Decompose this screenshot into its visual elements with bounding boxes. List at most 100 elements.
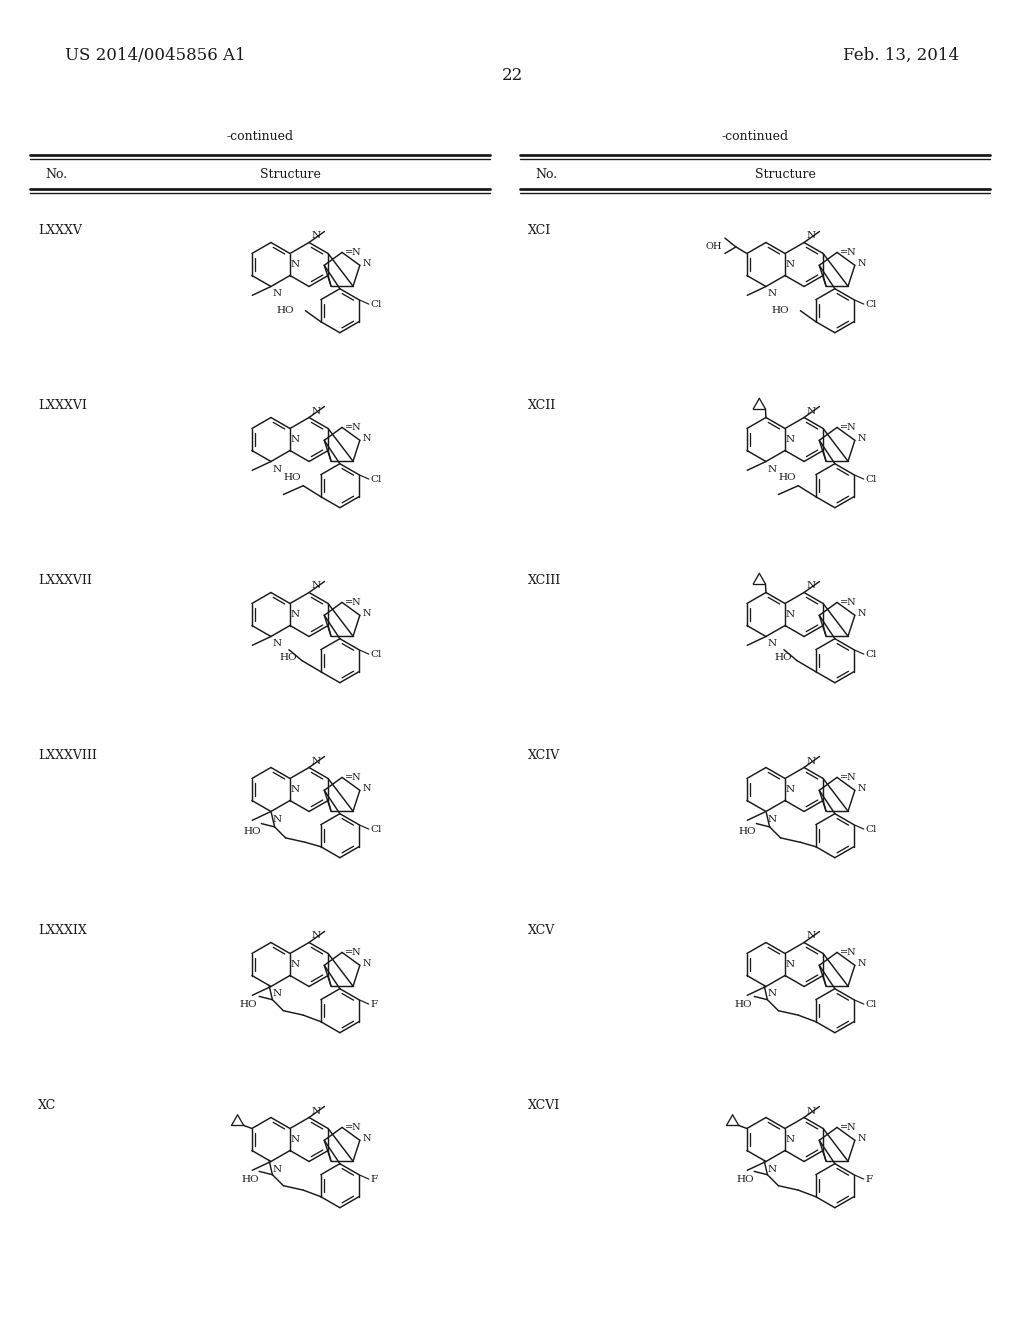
Text: N: N (786, 436, 795, 444)
Text: N: N (291, 610, 300, 619)
Text: HO: HO (736, 1175, 755, 1184)
Text: N: N (273, 1164, 282, 1173)
Text: N: N (786, 1135, 795, 1144)
Text: HO: HO (276, 306, 295, 315)
Text: =N: =N (840, 948, 857, 957)
Text: XCVI: XCVI (528, 1100, 560, 1111)
Text: N: N (291, 1135, 300, 1144)
Text: XCIII: XCIII (528, 574, 561, 587)
Text: HO: HO (738, 826, 757, 836)
Text: =N: =N (840, 422, 857, 432)
Text: HO: HO (778, 474, 796, 483)
Text: N: N (273, 639, 282, 648)
Text: HO: HO (244, 826, 261, 836)
Text: N: N (806, 1106, 815, 1115)
Text: N: N (768, 465, 777, 474)
Text: Cl: Cl (866, 999, 878, 1008)
Text: HO: HO (240, 999, 257, 1008)
Text: =N: =N (345, 248, 361, 257)
Text: N: N (362, 434, 372, 442)
Text: LXXXVIII: LXXXVIII (38, 748, 97, 762)
Text: Cl: Cl (866, 649, 878, 659)
Text: =N: =N (345, 948, 361, 957)
Text: N: N (273, 465, 282, 474)
Text: N: N (362, 958, 372, 968)
Text: N: N (273, 990, 282, 998)
Text: LXXXV: LXXXV (38, 224, 82, 238)
Text: LXXXVII: LXXXVII (38, 574, 92, 587)
Text: =N: =N (840, 1123, 857, 1133)
Text: N: N (311, 932, 321, 940)
Text: HO: HO (284, 474, 301, 483)
Text: No.: No. (535, 169, 557, 181)
Text: HO: HO (774, 653, 792, 661)
Text: =N: =N (840, 774, 857, 781)
Text: =N: =N (345, 598, 361, 607)
Text: N: N (786, 785, 795, 795)
Text: N: N (806, 582, 815, 590)
Text: =N: =N (345, 422, 361, 432)
Text: N: N (768, 289, 777, 298)
Text: OH: OH (706, 243, 722, 251)
Text: N: N (291, 436, 300, 444)
Text: N: N (858, 958, 866, 968)
Text: N: N (311, 231, 321, 240)
Text: N: N (291, 260, 300, 269)
Text: =N: =N (840, 248, 857, 257)
Text: N: N (311, 1106, 321, 1115)
Text: XCIV: XCIV (528, 748, 560, 762)
Text: 22: 22 (502, 66, 522, 83)
Text: N: N (858, 784, 866, 793)
Text: Cl: Cl (866, 825, 878, 834)
Text: XCI: XCI (528, 224, 551, 238)
Text: N: N (858, 434, 866, 442)
Text: -continued: -continued (226, 131, 294, 144)
Text: =N: =N (840, 598, 857, 607)
Text: HO: HO (772, 306, 790, 315)
Text: LXXXIX: LXXXIX (38, 924, 87, 937)
Text: LXXXVI: LXXXVI (38, 399, 87, 412)
Text: N: N (806, 407, 815, 416)
Text: N: N (291, 960, 300, 969)
Text: N: N (786, 960, 795, 969)
Text: XC: XC (38, 1100, 56, 1111)
Text: N: N (858, 259, 866, 268)
Text: XCV: XCV (528, 924, 555, 937)
Text: N: N (311, 582, 321, 590)
Text: Structure: Structure (755, 169, 815, 181)
Text: N: N (273, 814, 282, 824)
Text: =N: =N (345, 1123, 361, 1133)
Text: N: N (806, 756, 815, 766)
Text: Cl: Cl (371, 825, 382, 834)
Text: N: N (362, 259, 372, 268)
Text: No.: No. (45, 169, 68, 181)
Text: N: N (768, 639, 777, 648)
Text: F: F (371, 999, 378, 1008)
Text: N: N (768, 990, 777, 998)
Text: HO: HO (242, 1175, 259, 1184)
Text: Structure: Structure (259, 169, 321, 181)
Text: F: F (866, 1175, 872, 1184)
Text: Cl: Cl (371, 649, 382, 659)
Text: N: N (806, 231, 815, 240)
Text: N: N (768, 814, 777, 824)
Text: N: N (362, 609, 372, 618)
Text: N: N (858, 1134, 866, 1143)
Text: Cl: Cl (371, 475, 382, 483)
Text: N: N (768, 1164, 777, 1173)
Text: US 2014/0045856 A1: US 2014/0045856 A1 (65, 46, 246, 63)
Text: F: F (371, 1175, 378, 1184)
Text: N: N (806, 932, 815, 940)
Text: Cl: Cl (866, 475, 878, 483)
Text: N: N (273, 289, 282, 298)
Text: N: N (786, 260, 795, 269)
Text: Feb. 13, 2014: Feb. 13, 2014 (843, 46, 959, 63)
Text: HO: HO (279, 653, 297, 661)
Text: N: N (362, 784, 372, 793)
Text: N: N (311, 756, 321, 766)
Text: N: N (311, 407, 321, 416)
Text: XCII: XCII (528, 399, 556, 412)
Text: HO: HO (734, 999, 753, 1008)
Text: N: N (786, 610, 795, 619)
Text: Cl: Cl (371, 300, 382, 309)
